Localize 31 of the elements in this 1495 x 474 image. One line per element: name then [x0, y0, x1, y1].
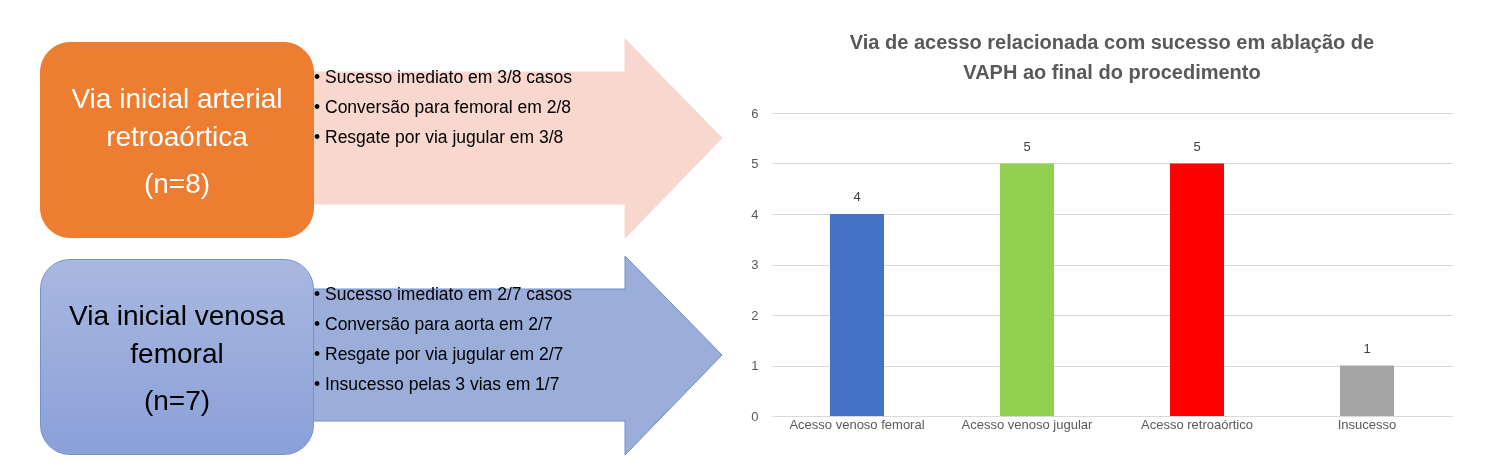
y-tick-label: 1: [751, 358, 759, 373]
text: Via inicial venosa femoral: [68, 299, 286, 371]
text: • Resgate por via jugular em 3/8: [314, 126, 565, 149]
y-tick-label: 4: [751, 206, 759, 222]
x-tick-label: Acesso venoso jugular: [961, 416, 1094, 432]
text: • Resgate por via jugular em 2/7: [314, 343, 565, 366]
bar: [1170, 163, 1224, 416]
bar: [1340, 365, 1394, 416]
text: (n=8): [143, 168, 211, 200]
data-label: 5: [1023, 138, 1031, 154]
bar: [1000, 163, 1054, 416]
text: Via inicial arterial retroaórtica: [70, 82, 284, 154]
text: (n=7): [143, 385, 211, 417]
y-tick-label: 3: [751, 257, 759, 272]
y-tick-label: 5: [751, 156, 759, 171]
chart-title: Via de acesso relacionada com sucesso em ablação de VAPH ao final do procedimento: [849, 31, 1375, 83]
x-tick-label: Acesso retroaórtico: [1141, 416, 1253, 432]
data-label: 1: [1363, 340, 1371, 356]
text: • Sucesso imediato em 3/8 casos: [314, 66, 573, 89]
y-tick-label: 0: [751, 408, 759, 424]
x-tick-label: Insucesso: [1337, 416, 1397, 432]
y-tick-label: 2: [751, 307, 759, 323]
data-label: 5: [1193, 138, 1201, 154]
y-tick-label: 6: [751, 105, 759, 121]
text: • Conversão para aorta em 2/7: [314, 313, 554, 336]
text: • Sucesso imediato em 2/7 casos: [314, 283, 573, 306]
bar: [830, 214, 884, 416]
text: • Conversão para femoral em 2/8: [314, 96, 573, 119]
x-tick-label: Acesso venoso femoral: [789, 416, 925, 432]
data-label: 4: [853, 189, 861, 204]
text: • Insucesso pelas 3 vias em 1/7: [314, 373, 561, 396]
